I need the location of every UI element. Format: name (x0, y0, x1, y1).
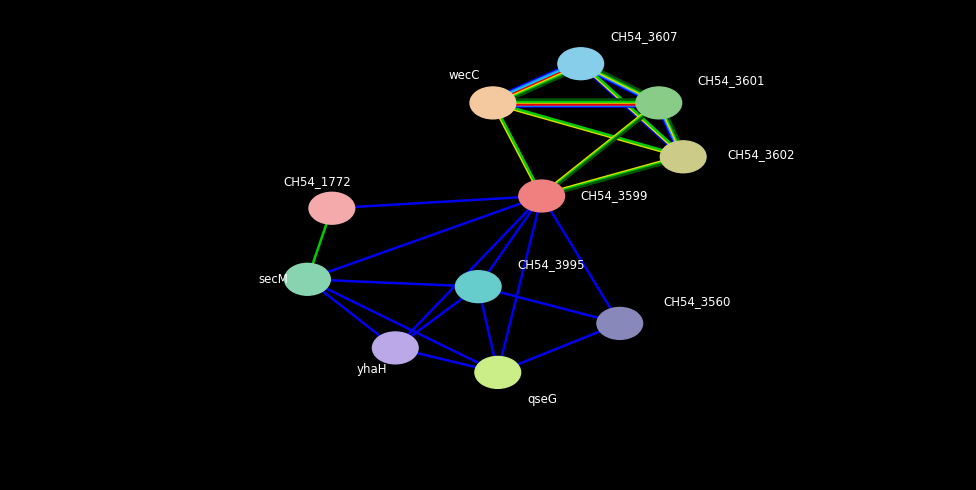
Ellipse shape (661, 141, 706, 173)
Text: CH54_3599: CH54_3599 (581, 190, 648, 202)
Ellipse shape (597, 308, 642, 339)
Ellipse shape (470, 87, 515, 119)
Text: secM: secM (259, 273, 289, 286)
Text: CH54_1772: CH54_1772 (283, 175, 350, 188)
Ellipse shape (475, 357, 520, 388)
Text: qseG: qseG (527, 393, 557, 406)
Text: CH54_3601: CH54_3601 (698, 74, 765, 87)
Ellipse shape (285, 264, 330, 295)
Text: CH54_3560: CH54_3560 (664, 295, 731, 308)
Ellipse shape (558, 48, 603, 80)
Ellipse shape (309, 193, 354, 224)
Text: CH54_3602: CH54_3602 (727, 148, 794, 161)
Ellipse shape (456, 270, 501, 303)
Text: wecC: wecC (449, 70, 480, 82)
Text: CH54_3995: CH54_3995 (517, 258, 585, 271)
Text: CH54_3607: CH54_3607 (610, 30, 677, 43)
Ellipse shape (373, 332, 418, 364)
Text: yhaH: yhaH (356, 364, 386, 376)
Ellipse shape (636, 87, 681, 119)
Ellipse shape (519, 180, 564, 212)
